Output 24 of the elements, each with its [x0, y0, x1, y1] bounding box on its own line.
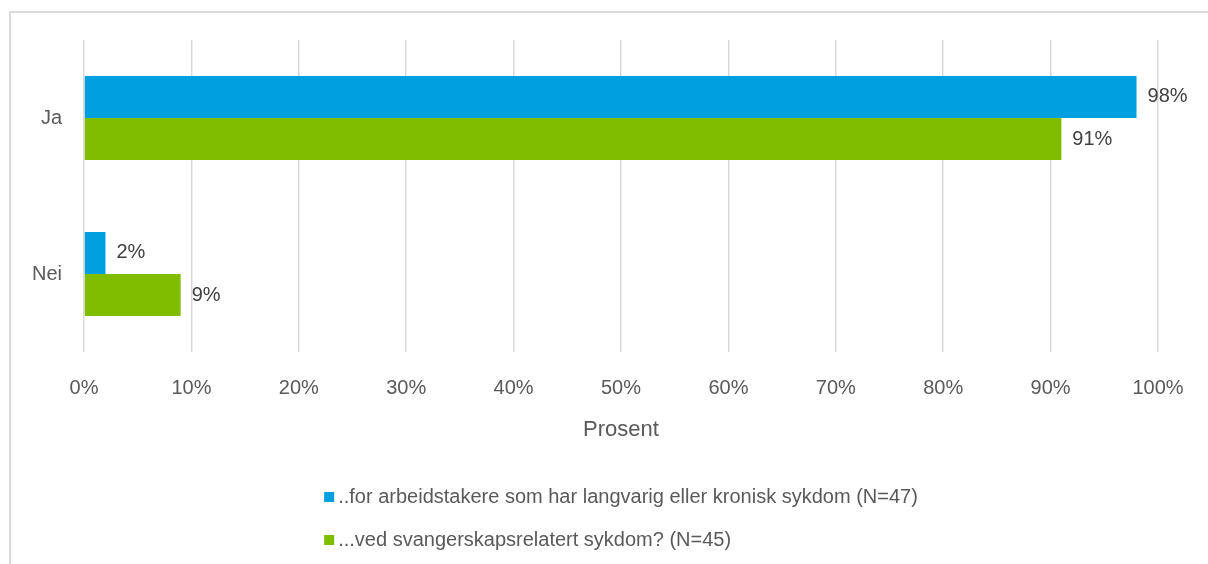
bar	[84, 118, 1062, 161]
y-tick-label: Nei	[31, 261, 62, 284]
x-tick-label: 90%	[1030, 375, 1071, 398]
bar	[84, 75, 1137, 118]
legend-label: ...ved svangerskapsrelatert sykdom? (N=45)	[338, 527, 732, 550]
data-label: 2%	[116, 240, 146, 263]
y-tick-label: Ja	[40, 105, 63, 128]
x-tick-label: 40%	[493, 375, 534, 398]
x-tick-label: 0%	[69, 375, 99, 398]
bar	[84, 274, 181, 317]
x-tick-label: 10%	[171, 375, 212, 398]
x-tick-label: 70%	[815, 375, 857, 398]
data-label: 9%	[191, 282, 221, 305]
x-tick-label: 30%	[386, 375, 427, 398]
data-label: 91%	[1072, 126, 1113, 149]
x-tick-label: 20%	[278, 375, 320, 398]
bar	[84, 231, 106, 274]
x-tick-label: 100%	[1132, 375, 1184, 398]
x-tick-label: 60%	[708, 375, 749, 398]
x-tick-label: 50%	[600, 375, 642, 398]
x-axis-title: Prosent	[583, 415, 659, 441]
data-label: 98%	[1147, 84, 1188, 107]
legend-label: ..for arbeidstakere som har langvarig eller kronisk sykdom (N=47)	[338, 484, 918, 507]
x-tick-label: 80%	[923, 375, 964, 398]
